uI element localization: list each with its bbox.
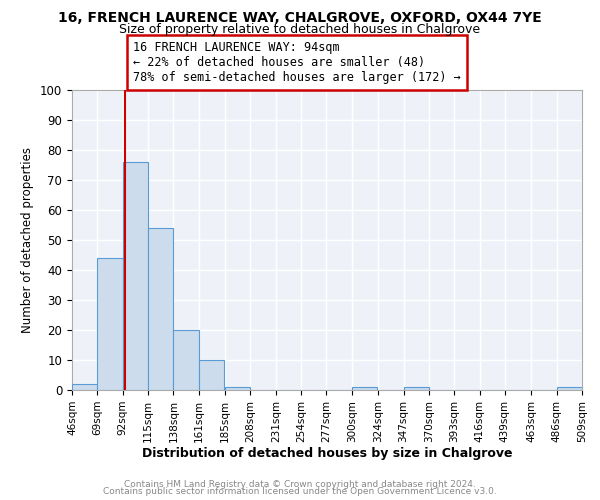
- Text: Contains HM Land Registry data © Crown copyright and database right 2024.: Contains HM Land Registry data © Crown c…: [124, 480, 476, 489]
- Y-axis label: Number of detached properties: Number of detached properties: [22, 147, 34, 333]
- Bar: [225, 387, 250, 390]
- Bar: [352, 387, 377, 390]
- Bar: [199, 360, 224, 390]
- Text: Size of property relative to detached houses in Chalgrove: Size of property relative to detached ho…: [119, 22, 481, 36]
- Bar: [97, 258, 122, 390]
- Text: Contains public sector information licensed under the Open Government Licence v3: Contains public sector information licen…: [103, 488, 497, 496]
- Bar: [404, 387, 429, 390]
- Text: 16, FRENCH LAURENCE WAY, CHALGROVE, OXFORD, OX44 7YE: 16, FRENCH LAURENCE WAY, CHALGROVE, OXFO…: [58, 11, 542, 25]
- Bar: [148, 228, 173, 390]
- Text: 16 FRENCH LAURENCE WAY: 94sqm
← 22% of detached houses are smaller (48)
78% of s: 16 FRENCH LAURENCE WAY: 94sqm ← 22% of d…: [133, 41, 461, 84]
- Bar: [72, 384, 97, 390]
- X-axis label: Distribution of detached houses by size in Chalgrove: Distribution of detached houses by size …: [142, 448, 512, 460]
- Bar: [122, 162, 148, 390]
- Bar: [557, 387, 582, 390]
- Bar: [173, 330, 199, 390]
